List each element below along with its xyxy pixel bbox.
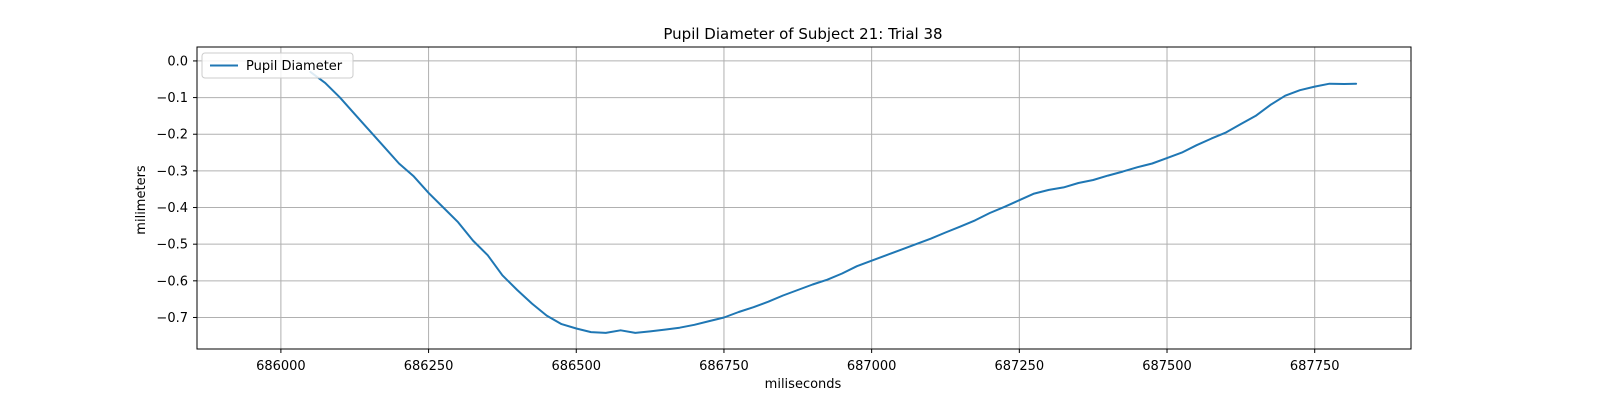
y-tick-label: −0.6	[156, 274, 188, 289]
y-tick-label: −0.7	[156, 311, 188, 326]
y-tick-label: −0.5	[156, 238, 188, 253]
x-tick-label: 686500	[551, 359, 601, 374]
x-tick-label: 686000	[256, 359, 306, 374]
grid-layer	[197, 47, 1411, 349]
y-tick-label: −0.3	[156, 164, 188, 179]
y-tick-label: −0.4	[156, 201, 188, 216]
x-axis-ticks: 686000 686250 686500 686750 687000 687250 6875…	[256, 349, 1340, 374]
plot-frame	[196, 46, 1412, 350]
chart-title: Pupil Diameter of Subject 21: Trial 38	[663, 25, 942, 43]
y-axis-ticks: 0.0 −0.1 −0.2 −0.3 −0.4 −0.5 −0.6 −0.7	[156, 54, 197, 326]
y-tick-label: −0.2	[156, 128, 188, 143]
y-tick-label: −0.1	[156, 91, 188, 106]
y-axis-label: milimeters	[134, 165, 149, 235]
series-line-pupil-diameter	[309, 70, 1358, 334]
x-tick-label: 687750	[1290, 359, 1340, 374]
x-axis-label: miliseconds	[765, 377, 842, 392]
y-tick-label: 0.0	[167, 54, 188, 69]
x-tick-label: 687500	[1142, 359, 1192, 374]
legend-box	[201, 52, 354, 79]
legend-label: Pupil Diameter	[246, 59, 343, 74]
x-tick-label: 687000	[847, 359, 897, 374]
x-tick-label: 686250	[404, 359, 454, 374]
series-layer	[309, 70, 1358, 334]
x-tick-label: 687250	[995, 359, 1045, 374]
legend: Pupil Diameter	[201, 52, 354, 79]
x-tick-label: 686750	[699, 359, 749, 374]
